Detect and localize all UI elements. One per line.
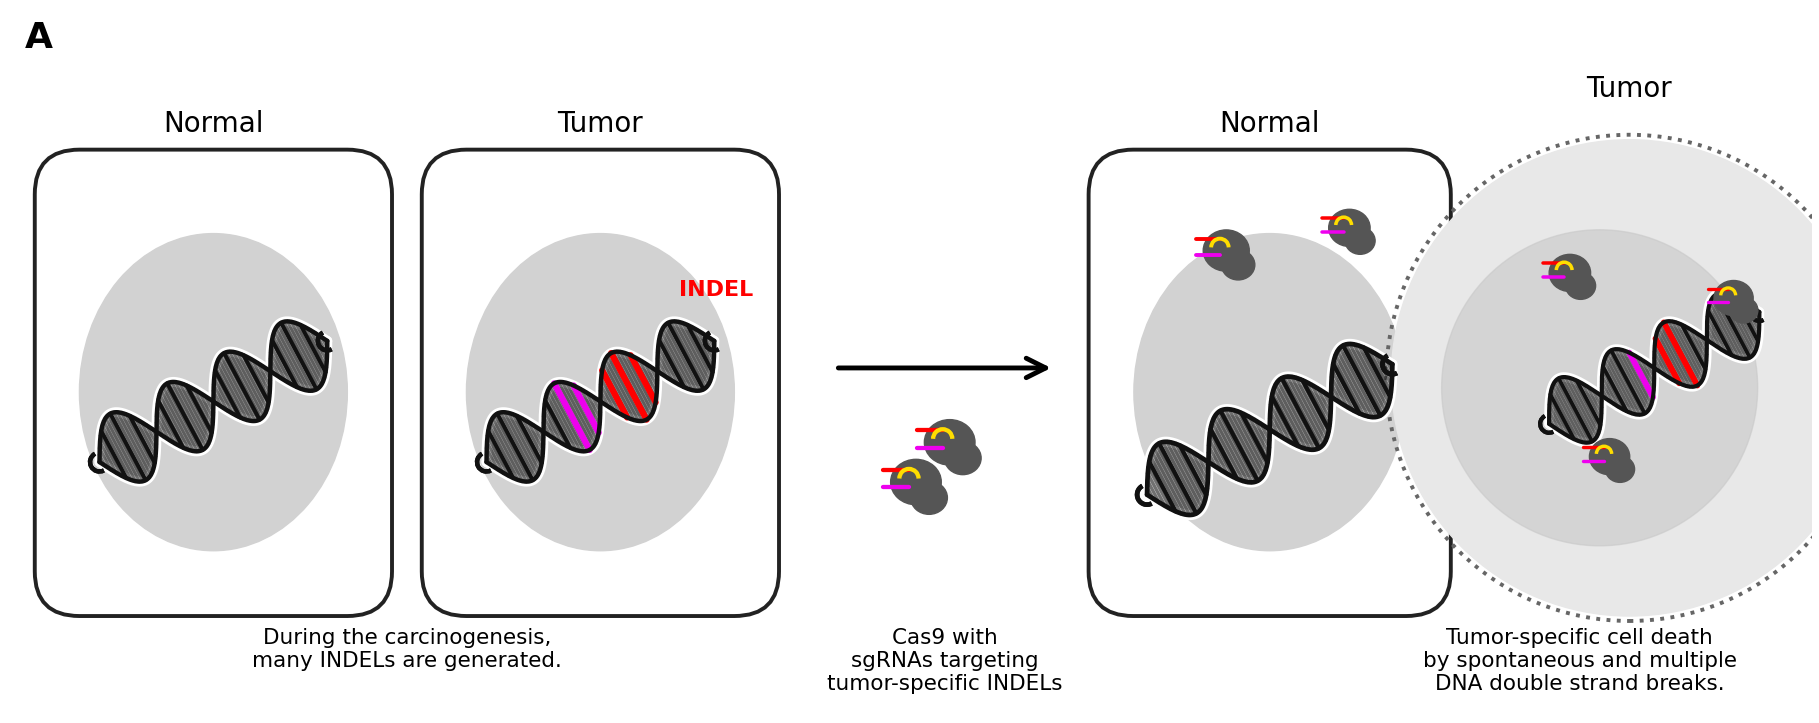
Ellipse shape [466, 234, 735, 551]
Text: Cas9 with
sgRNAs targeting
tumor-specific INDELs: Cas9 with sgRNAs targeting tumor-specifi… [828, 628, 1062, 694]
Text: INDEL: INDEL [678, 280, 753, 299]
FancyBboxPatch shape [422, 150, 779, 616]
Ellipse shape [1328, 209, 1370, 247]
Ellipse shape [1713, 281, 1754, 316]
Text: Normal: Normal [1219, 110, 1321, 138]
Text: Tumor: Tumor [557, 110, 644, 138]
Text: Tumor-specific cell death
by spontaneous and multiple
DNA double strand breaks.: Tumor-specific cell death by spontaneous… [1422, 628, 1737, 694]
Ellipse shape [891, 459, 940, 505]
Ellipse shape [924, 419, 975, 465]
Ellipse shape [1566, 273, 1595, 299]
Ellipse shape [1550, 254, 1590, 291]
Ellipse shape [1222, 249, 1255, 280]
Text: A: A [25, 21, 53, 55]
Text: Normal: Normal [164, 110, 264, 138]
Ellipse shape [911, 481, 948, 514]
FancyBboxPatch shape [35, 150, 393, 616]
Circle shape [1392, 140, 1819, 616]
Text: During the carcinogenesis,
many INDELs are generated.: During the carcinogenesis, many INDELs a… [253, 628, 562, 671]
Ellipse shape [80, 234, 347, 551]
Circle shape [1442, 230, 1757, 546]
Ellipse shape [1133, 234, 1406, 551]
Ellipse shape [1202, 230, 1250, 271]
Ellipse shape [1344, 227, 1375, 254]
Text: Tumor: Tumor [1586, 75, 1672, 103]
Ellipse shape [1590, 439, 1630, 475]
FancyBboxPatch shape [1088, 150, 1452, 616]
Ellipse shape [944, 442, 980, 474]
Ellipse shape [1730, 297, 1757, 323]
Ellipse shape [1606, 456, 1635, 482]
